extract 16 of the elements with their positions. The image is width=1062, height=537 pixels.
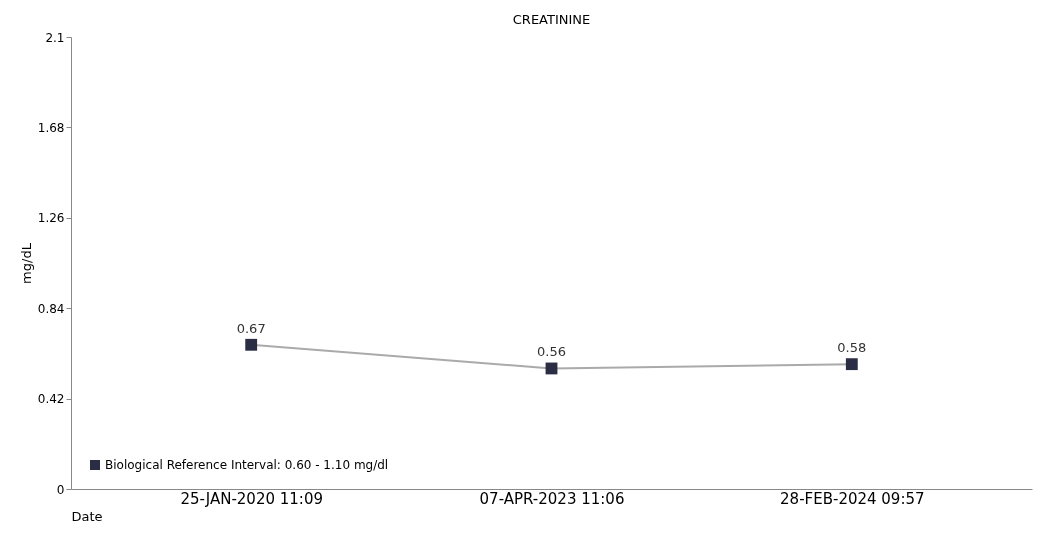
y-tick-label: 0 <box>56 482 65 497</box>
data-label: 0.67 <box>236 320 266 336</box>
data-label: 0.56 <box>537 344 566 360</box>
y-axis-title: mg/dL <box>18 242 34 284</box>
y-tick-label: 0.84 <box>37 301 65 316</box>
x-tick-label: 07-APR-2023 11:06 <box>479 489 625 508</box>
y-tick-label: 2.1 <box>45 30 65 45</box>
x-axis-title: Date <box>71 508 103 524</box>
legend-label: Biological Reference Interval: 0.60 - 1.10 mg/dl <box>105 458 389 472</box>
data-label: 0.58 <box>837 340 867 356</box>
y-tick-label: 1.26 <box>37 211 65 226</box>
x-tick-label: 28-FEB-2024 09:57 <box>780 489 925 508</box>
chart-title: CREATININE <box>512 12 591 27</box>
y-tick-label: 1.68 <box>37 120 65 135</box>
y-tick-label: 0.42 <box>37 392 65 407</box>
x-tick-label: 25-JAN-2020 11:09 <box>180 489 323 508</box>
